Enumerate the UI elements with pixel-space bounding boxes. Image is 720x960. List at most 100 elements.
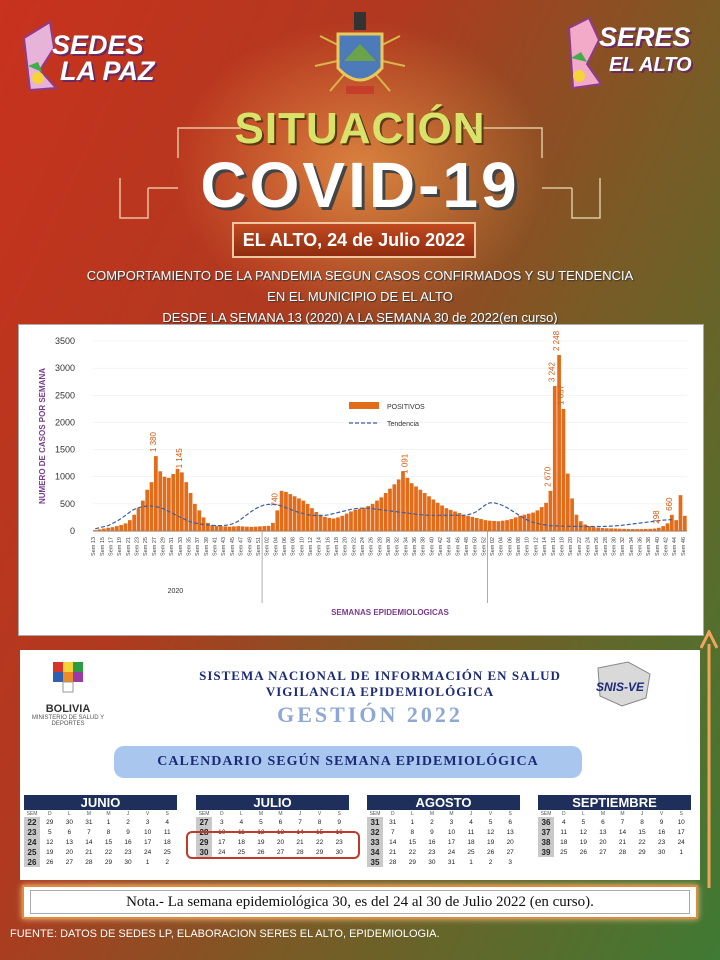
bar bbox=[310, 508, 314, 531]
day-cell: 13 bbox=[599, 828, 607, 836]
day-cell: 11 bbox=[467, 828, 475, 836]
bar bbox=[388, 488, 392, 531]
week-row: 39 25 26 27 28 29 30 1 bbox=[538, 847, 691, 857]
day-cell: 7 bbox=[390, 828, 395, 836]
bolivia-flag-icon bbox=[53, 662, 83, 693]
day-cell: 25 bbox=[560, 848, 568, 856]
day-cell: 29 bbox=[638, 848, 646, 856]
y-tick-label: 1500 bbox=[55, 445, 75, 455]
bar bbox=[479, 519, 483, 531]
title-situacion: SITUACIÓN bbox=[234, 104, 486, 153]
x-tick-label: Sem 15 bbox=[100, 537, 106, 556]
bar bbox=[656, 527, 661, 531]
month-name: SEPTIEMBRE bbox=[538, 795, 691, 810]
weekday-header: M bbox=[86, 810, 91, 817]
day-cell: 2 bbox=[430, 818, 434, 826]
x-tick-label: Sem 44 bbox=[447, 537, 453, 556]
day-cell: 13 bbox=[506, 828, 514, 836]
day-cell: 11 bbox=[163, 828, 171, 836]
day-cell: 31 bbox=[447, 858, 456, 866]
bar bbox=[565, 473, 570, 531]
sedes-logo-line2: LA PAZ bbox=[60, 56, 155, 86]
bar bbox=[440, 505, 444, 531]
bar bbox=[167, 477, 171, 531]
weekday-header: L bbox=[410, 810, 414, 817]
week-number: 30 bbox=[196, 847, 212, 857]
weekday-header: SEM bbox=[540, 810, 552, 817]
week-number: 35 bbox=[367, 857, 383, 867]
week-row: 34 21 22 23 24 25 26 27 bbox=[367, 847, 520, 857]
week-row: 32 7 8 9 10 11 12 13 bbox=[367, 827, 520, 837]
bar bbox=[288, 494, 293, 531]
day-cell: 31 bbox=[85, 818, 93, 826]
day-cell: 12 bbox=[46, 838, 54, 846]
day-cell: 27 bbox=[506, 848, 514, 856]
day-cell: 1 bbox=[679, 848, 683, 856]
x-tick-label: Sem 32 bbox=[620, 537, 626, 556]
day-cell: 11 bbox=[560, 828, 568, 836]
bar bbox=[114, 526, 119, 531]
x-tick-label: Sem 39 bbox=[204, 537, 210, 556]
weekday-header-row: SEM D L M M J V S bbox=[24, 810, 177, 817]
day-cell: 15 bbox=[408, 838, 416, 846]
data-label: 1 091 bbox=[400, 453, 409, 474]
data-label: 1 145 bbox=[175, 448, 184, 469]
bar bbox=[197, 510, 202, 531]
day-cell: 6 bbox=[67, 828, 72, 836]
bar bbox=[227, 526, 232, 531]
bar bbox=[474, 517, 479, 531]
x-tick-label: Sem 51 bbox=[256, 537, 262, 556]
day-cell: 1 bbox=[106, 818, 111, 826]
bar bbox=[353, 509, 358, 531]
weekday-header: V bbox=[317, 810, 322, 817]
bar bbox=[349, 511, 353, 531]
data-label: 1 057 bbox=[556, 384, 565, 405]
source-text: FUENTE: DATOS DE SEDES LP, ELABORACION S… bbox=[10, 928, 440, 940]
weekday-header: D bbox=[561, 810, 566, 817]
bar bbox=[158, 471, 163, 531]
bar bbox=[457, 513, 462, 531]
title-covid-19: COVID-19 bbox=[200, 149, 520, 221]
day-cell: 26 bbox=[46, 858, 54, 866]
day-cell: 23 bbox=[335, 838, 343, 846]
cases-chart: 0 500 1000 1500 2000 2500 3000 3500 Sem 13 Sem 15… bbox=[38, 330, 687, 617]
weekday-header-row: SEM D L M M J V S bbox=[538, 810, 691, 817]
x-tick-label: Sem 02 bbox=[265, 537, 271, 556]
weekday-header: L bbox=[239, 810, 243, 817]
bar bbox=[414, 486, 418, 531]
bar bbox=[669, 514, 674, 531]
day-cell: 27 bbox=[276, 848, 285, 856]
bar bbox=[435, 502, 440, 531]
weekday-header: J bbox=[640, 810, 644, 817]
x-tick-label: Sem 08 bbox=[291, 537, 297, 556]
day-cell: 20 bbox=[276, 838, 285, 846]
day-cell: 12 bbox=[486, 828, 495, 836]
bar bbox=[249, 526, 254, 531]
day-cell: 4 bbox=[239, 818, 244, 826]
bar bbox=[318, 514, 323, 531]
day-cell: 3 bbox=[508, 858, 512, 866]
day-cell: 22 bbox=[638, 838, 646, 846]
bar bbox=[600, 528, 605, 531]
day-cell: 17 bbox=[218, 838, 226, 846]
x-tick-label: Sem 33 bbox=[178, 537, 184, 556]
x-tick-label: Sem 36 bbox=[412, 537, 418, 556]
x-tick-label: Sem 30 bbox=[386, 537, 392, 556]
y-tick-label: 0 bbox=[70, 526, 75, 536]
weekday-header: M bbox=[429, 810, 434, 817]
weekday-header: SEM bbox=[198, 810, 210, 817]
day-cell: 20 bbox=[65, 848, 73, 856]
day-cell: 2 bbox=[488, 858, 493, 866]
bar bbox=[366, 506, 371, 531]
org-line2: VIGILANCIA EPIDEMIOLÓGICA bbox=[265, 684, 495, 699]
seres-el-alto-logo: SERES EL ALTO bbox=[565, 14, 705, 94]
data-label: 2 670 bbox=[543, 466, 552, 487]
x-tick-label: Sem 22 bbox=[577, 537, 583, 556]
weekday-header: SEM bbox=[26, 810, 38, 817]
day-cell: 26 bbox=[257, 848, 265, 856]
x-tick-label: Sem 41 bbox=[213, 537, 219, 556]
day-cell: 4 bbox=[165, 818, 169, 826]
weekday-header: M bbox=[620, 810, 625, 817]
bar bbox=[383, 493, 388, 531]
day-cell: 2 bbox=[126, 818, 130, 826]
